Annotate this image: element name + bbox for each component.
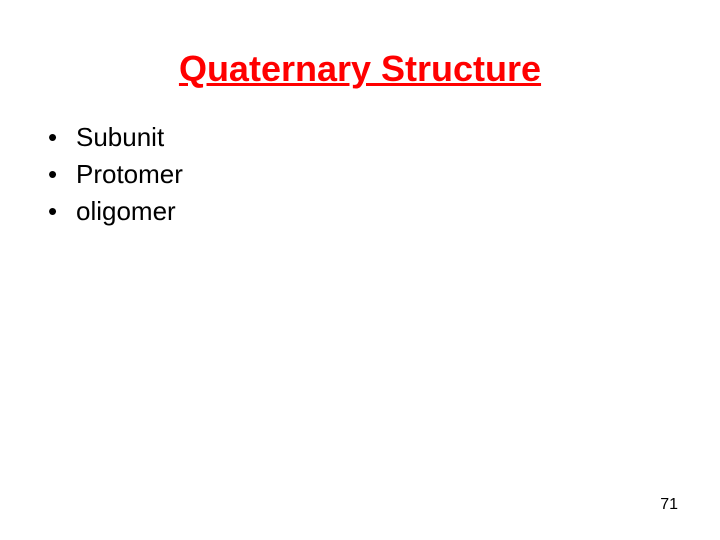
list-item: Subunit (48, 122, 720, 153)
list-item: Protomer (48, 159, 720, 190)
bullet-text: Subunit (76, 122, 164, 152)
page-number: 71 (660, 496, 678, 514)
bullet-list: Subunit Protomer oligomer (0, 122, 720, 227)
slide-title: Quaternary Structure (0, 0, 720, 122)
bullet-text: Protomer (76, 159, 183, 189)
list-item: oligomer (48, 196, 720, 227)
bullet-text: oligomer (76, 196, 176, 226)
